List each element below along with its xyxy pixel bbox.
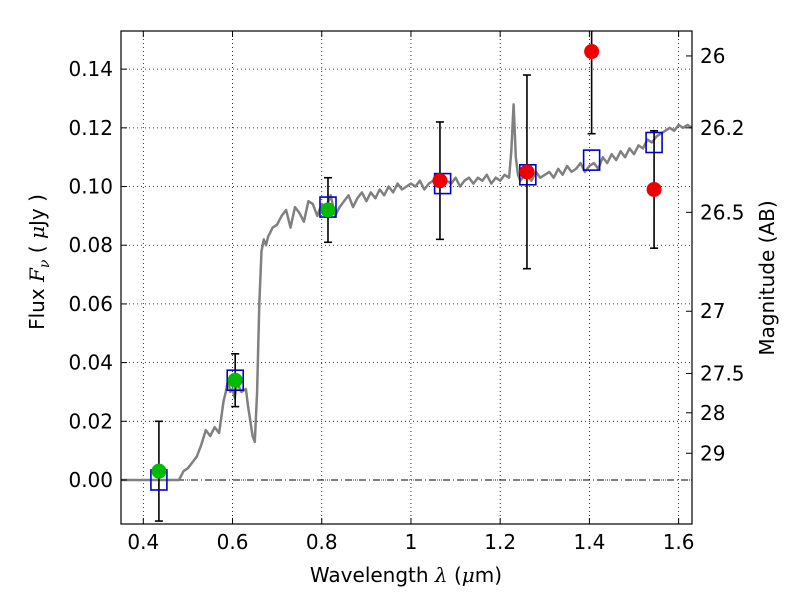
y-tick-label: 0.12 [68,116,113,140]
mag-tick-label: 26.2 [700,116,745,140]
y-tick-label: 0.10 [68,175,113,199]
y-axis-ticks: 0.00 0.02 0.04 0.06 0.08 0.10 0.12 0.14 [68,57,127,492]
magnitude-axis-ticks: 26 26.2 26.5 27 27.5 28 29 [686,44,745,465]
x-axis-ticks: 0.4 0.6 0.8 1 1.2 1.4 1.6 [127,31,695,554]
mag-tick-label: 26 [700,44,725,68]
x-tick-label: 1 [405,530,418,554]
detection-dot [227,372,243,388]
plot-frame [120,30,693,525]
y-tick-label: 0.14 [68,57,113,81]
y-tick-label: 0.04 [68,351,113,375]
synthetic-photometry-squares [150,131,663,491]
x-tick-label: 1.4 [573,530,605,554]
synthetic-photometry-square [582,149,601,171]
x-tick-label: 0.6 [217,530,249,554]
nir-dot [432,173,448,189]
mag-tick-label: 28 [700,401,725,425]
nir-dot [646,181,662,197]
x-tick-label: 1.6 [663,530,695,554]
y-tick-label: 0.08 [68,233,113,257]
detection-dot [320,202,336,218]
mag-tick-label: 27.5 [700,361,745,385]
detection-dot [151,463,167,479]
synthetic-photometry-square [226,369,244,392]
x-tick-label: 0.4 [127,530,159,554]
model-sed-line [121,103,693,482]
x-axis-label: Wavelength λ (μm) [310,563,502,587]
y-axis-label: Flux Fν ( μJy ) [25,194,53,330]
y-tick-label: 0.00 [68,468,113,492]
mag-tick-label: 26.5 [700,200,745,224]
nir-dot [519,164,535,180]
nir-dot [584,44,600,60]
y-tick-label: 0.02 [68,409,113,433]
mag-tick-label: 29 [700,441,725,465]
y-tick-label: 0.06 [68,292,113,316]
x-tick-label: 1.2 [484,530,516,554]
right-axis-label: Magnitude (AB) [755,200,779,355]
photometry-dots [151,44,662,479]
mag-tick-label: 27 [700,299,725,323]
synthetic-photometry-square [645,131,663,154]
x-tick-label: 0.8 [306,530,338,554]
